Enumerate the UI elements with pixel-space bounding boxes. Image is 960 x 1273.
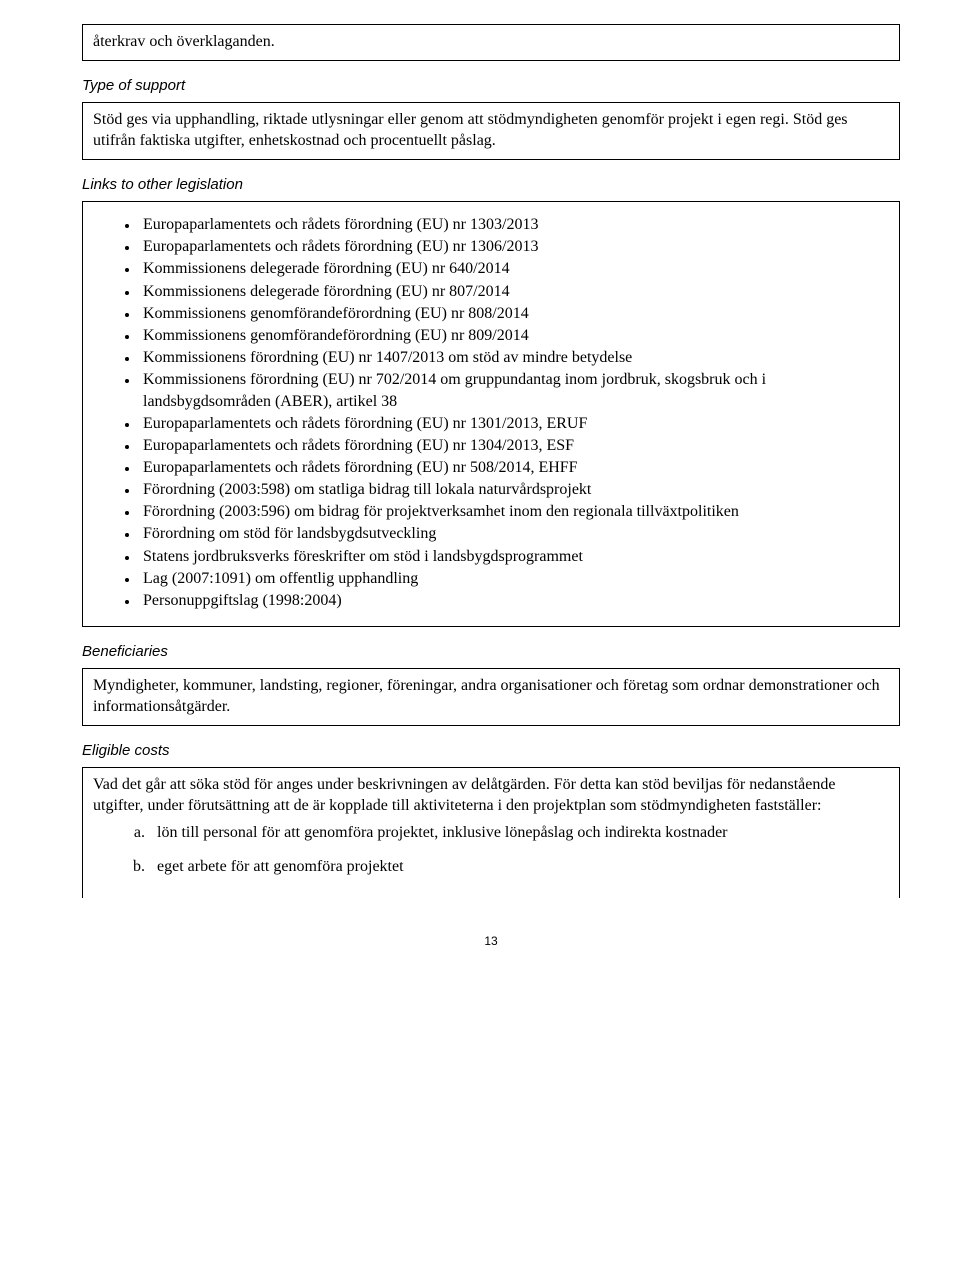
list-item: lön till personal för att genomföra proj… [149,822,889,844]
page-number: 13 [82,934,900,948]
list-item: Förordning (2003:596) om bidrag för proj… [139,501,889,523]
list-item: Statens jordbruksverks föreskrifter om s… [139,546,889,568]
document-page: återkrav och överklaganden. Type of supp… [0,0,960,1008]
box-recall-appeal: återkrav och överklaganden. [82,24,900,61]
box2-text: Stöd ges via upphandling, riktade utlysn… [93,109,889,151]
list-item: Kommissionens förordning (EU) nr 1407/20… [139,347,889,369]
label-beneficiaries: Beneficiaries [82,643,900,660]
box-links-to-legislation: Europaparlamentets och rådets förordning… [82,201,900,626]
list-item: Kommissionens genomförandeförordning (EU… [139,325,889,347]
list-item: Europaparlamentets och rådets förordning… [139,413,889,435]
box-beneficiaries: Myndigheter, kommuner, landsting, region… [82,668,900,726]
list-item: Europaparlamentets och rådets förordning… [139,435,889,457]
list-item: Förordning om stöd för landsbygdsutveckl… [139,523,889,545]
label-type-of-support: Type of support [82,77,900,94]
list-item: Kommissionens delegerade förordning (EU)… [139,258,889,280]
list-item: Lag (2007:1091) om offentlig upphandling [139,568,889,590]
box5-intro: Vad det går att söka stöd för anges unde… [93,774,889,816]
list-item: Europaparlamentets och rådets förordning… [139,214,889,236]
legislation-list: Europaparlamentets och rådets förordning… [93,214,889,611]
box-eligible-costs: Vad det går att söka stöd för anges unde… [82,767,900,898]
box-type-of-support: Stöd ges via upphandling, riktade utlysn… [82,102,900,160]
eligible-cost-list: lön till personal för att genomföra proj… [93,822,889,878]
box1-text: återkrav och överklaganden. [93,31,889,52]
list-item: Kommissionens förordning (EU) nr 702/201… [139,369,889,413]
label-links-to-legislation: Links to other legislation [82,176,900,193]
list-item: Kommissionens delegerade förordning (EU)… [139,281,889,303]
list-item: Kommissionens genomförandeförordning (EU… [139,303,889,325]
list-item: Europaparlamentets och rådets förordning… [139,236,889,258]
box4-text: Myndigheter, kommuner, landsting, region… [93,675,889,717]
list-item: Förordning (2003:598) om statliga bidrag… [139,479,889,501]
list-item: eget arbete för att genomföra projektet [149,856,889,878]
label-eligible-costs: Eligible costs [82,742,900,759]
list-item: Europaparlamentets och rådets förordning… [139,457,889,479]
list-item: Personuppgiftslag (1998:2004) [139,590,889,612]
